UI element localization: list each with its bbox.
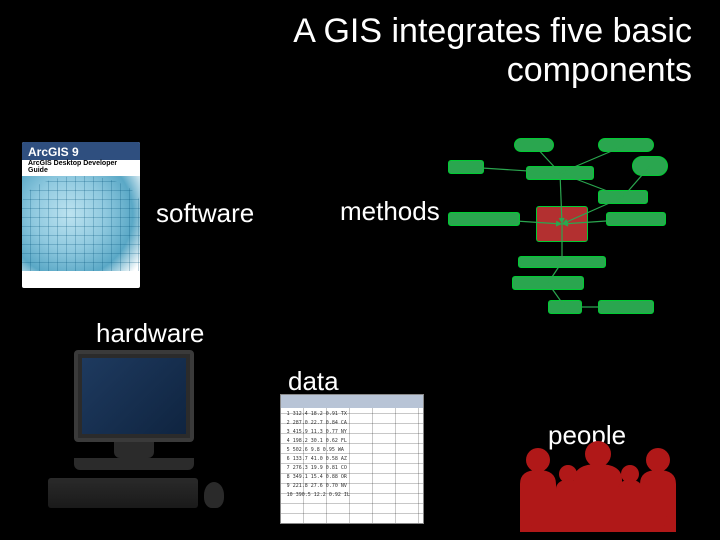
- data-spreadsheet-image: 1 312.4 18.2 0.91 TX2 287.0 22.7 0.84 CA…: [280, 394, 424, 524]
- label-software: software: [156, 198, 254, 229]
- label-hardware: hardware: [96, 318, 204, 349]
- people-table: [528, 510, 668, 532]
- label-data: data: [288, 366, 339, 397]
- hardware-image: [44, 350, 234, 520]
- title-line-1: A GIS integrates five basic: [293, 12, 692, 51]
- book-globe: [22, 176, 140, 271]
- people-image: [508, 440, 688, 532]
- spreadsheet-titlebar: [281, 395, 423, 408]
- software-book-image: ArcGIS 9 ArcGIS Desktop Developer Guide: [22, 142, 140, 288]
- mouse: [204, 482, 224, 508]
- people-silhouettes: [508, 440, 688, 532]
- spreadsheet-cells: 1 312.4 18.2 0.91 TX2 287.0 22.7 0.84 CA…: [287, 410, 418, 518]
- monitor-screen: [82, 358, 186, 434]
- methods-flowchart: [448, 136, 678, 336]
- title-line-2: components: [293, 51, 692, 90]
- book-subtitle: ArcGIS Desktop Developer Guide: [22, 160, 140, 176]
- keyboard: [48, 478, 198, 508]
- monitor-stand: [114, 442, 154, 458]
- flow-edges: [448, 136, 678, 336]
- book-titlebar: ArcGIS 9: [22, 142, 140, 160]
- monitor-base: [74, 458, 194, 470]
- slide-title: A GIS integrates five basic components: [293, 12, 692, 90]
- label-methods: methods: [340, 196, 440, 227]
- monitor: [74, 350, 194, 442]
- book-globe-grid: [22, 176, 140, 271]
